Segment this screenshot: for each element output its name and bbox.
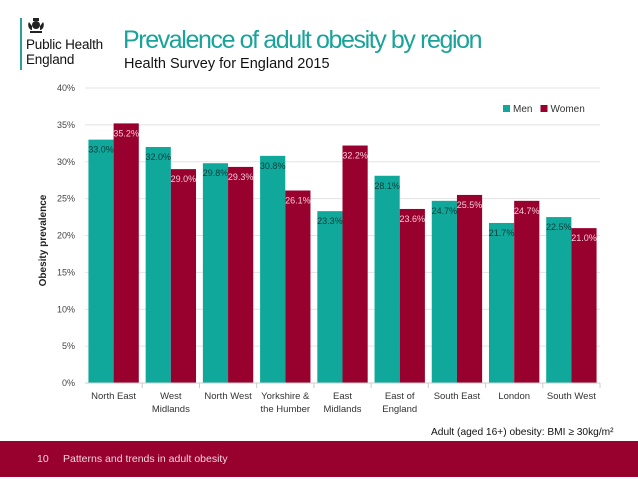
org-name: Public Health England xyxy=(26,37,103,67)
bar-women xyxy=(170,169,197,383)
data-label-men: 24.7% xyxy=(432,206,458,216)
bar-men xyxy=(88,139,114,383)
x-tick-label: North West xyxy=(204,391,252,402)
legend-label-men: Men xyxy=(513,104,532,115)
x-tick-label: West xyxy=(160,391,182,402)
x-tick-label: England xyxy=(382,404,417,415)
bar-men xyxy=(145,147,171,383)
data-label-men: 23.3% xyxy=(317,216,343,226)
bar-women xyxy=(456,194,483,383)
bar-women xyxy=(571,228,597,383)
data-label-men: 32.0% xyxy=(145,152,171,162)
y-tick-label: 10% xyxy=(57,304,75,314)
y-tick-label: 5% xyxy=(62,341,75,351)
y-axis-title: Obesity prevalence xyxy=(38,194,49,286)
data-label-women: 24.7% xyxy=(514,206,540,216)
data-label-men: 21.7% xyxy=(489,228,515,238)
x-tick-label: North East xyxy=(91,391,136,402)
bar-men xyxy=(317,211,343,383)
bar-men xyxy=(260,155,286,383)
x-tick-label: East xyxy=(333,391,352,402)
data-label-men: 33.0% xyxy=(88,145,114,155)
data-label-women: 25.5% xyxy=(457,200,483,210)
page-number: 10 xyxy=(37,453,49,465)
bmi-definition-note: Adult (aged 16+) obesity: BMI ≥ 30kg/m² xyxy=(431,427,614,438)
bar-women xyxy=(113,123,139,384)
x-tick-label: South East xyxy=(434,391,481,402)
y-tick-label: 35% xyxy=(57,120,75,130)
legend-label-women: Women xyxy=(551,104,585,115)
data-label-men: 28.1% xyxy=(374,181,400,191)
data-label-women: 35.2% xyxy=(113,128,139,138)
bar-women xyxy=(228,166,254,383)
data-label-women: 21.0% xyxy=(571,233,597,243)
y-tick-label: 40% xyxy=(57,83,75,93)
data-label-men: 30.8% xyxy=(260,161,286,171)
y-tick-label: 15% xyxy=(57,267,75,277)
bar-women xyxy=(342,145,368,383)
section-title: Patterns and trends in adult obesity xyxy=(63,453,228,465)
bar-women xyxy=(514,200,540,383)
org-name-line2: England xyxy=(26,52,75,67)
bar-men xyxy=(202,163,229,383)
x-tick-label: Midlands xyxy=(152,404,190,415)
x-tick-label: the Humber xyxy=(260,404,310,415)
y-tick-label: 25% xyxy=(57,194,75,204)
phe-logo: Public Health England xyxy=(20,16,110,74)
bar-men xyxy=(374,175,400,383)
legend-swatch-women xyxy=(540,105,548,112)
y-tick-label: 30% xyxy=(57,157,75,167)
data-label-women: 32.2% xyxy=(342,151,368,161)
legend-swatch-men xyxy=(503,105,510,112)
slide-title: Prevalence of adult obesity by region xyxy=(123,26,483,54)
bar-men xyxy=(546,217,572,383)
obesity-bar-chart: 0% 5% 10% 15% 20% 25% 30% 35% 40% Obesity prevale… xyxy=(38,83,601,415)
data-label-women: 29.3% xyxy=(228,172,254,182)
x-tick-label: East of xyxy=(385,391,415,402)
data-label-women: 29.0% xyxy=(171,174,197,184)
slide-subtitle: Health Survey for England 2015 xyxy=(124,56,330,72)
bar-women xyxy=(399,208,425,383)
logo-rule xyxy=(20,18,22,70)
x-tick-label: Yorkshire & xyxy=(261,391,310,402)
data-label-women: 26.1% xyxy=(285,196,311,206)
y-tick-label: 20% xyxy=(57,231,75,241)
x-tick-label: South West xyxy=(547,391,596,402)
x-tick-label: Midlands xyxy=(323,404,361,415)
royal-crest-icon xyxy=(28,18,44,33)
data-label-women: 23.6% xyxy=(400,214,426,224)
bar-men xyxy=(431,200,457,383)
bar-women xyxy=(285,190,311,383)
y-tick-label: 0% xyxy=(62,378,75,388)
footer-bar: 10 Patterns and trends in adult obesity xyxy=(0,441,638,477)
data-label-men: 22.5% xyxy=(546,222,572,232)
data-label-men: 29.8% xyxy=(203,168,229,178)
x-tick-label: London xyxy=(498,391,530,402)
org-name-line1: Public Health xyxy=(26,37,103,52)
bar-men xyxy=(488,222,515,383)
